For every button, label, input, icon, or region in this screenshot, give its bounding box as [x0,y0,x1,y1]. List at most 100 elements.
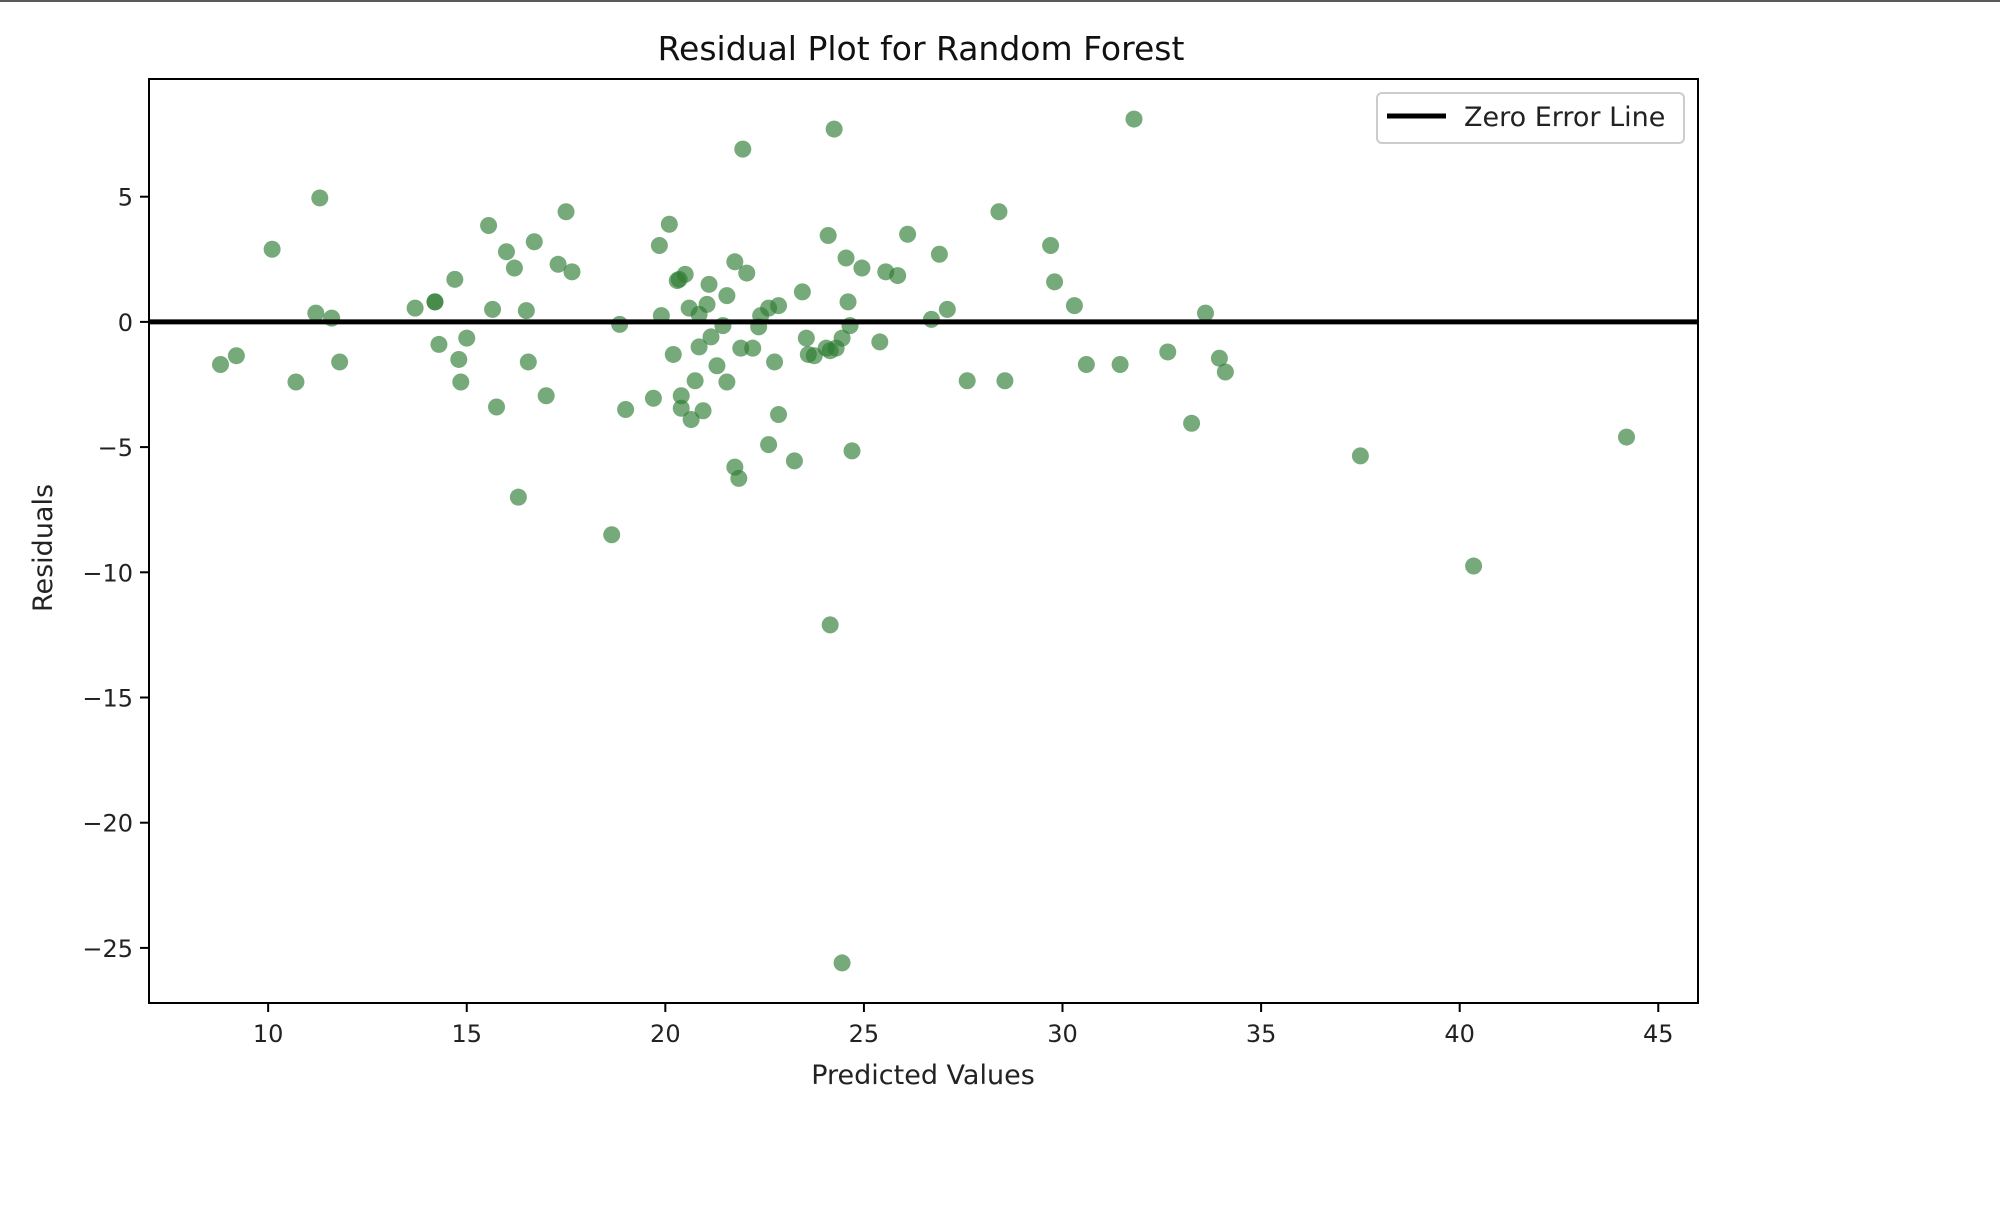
scatter-point [718,373,736,391]
scatter-point [664,345,682,363]
scatter-point [760,436,778,454]
scatter-point [843,442,861,460]
scatter-point [1210,349,1228,367]
scatter-point [505,259,523,277]
x-tick-label: 35 [1246,1020,1277,1048]
scatter-point [311,189,329,207]
scatter-point [738,264,756,282]
scatter-point [1065,297,1083,315]
y-tick-label: −20 [82,810,133,838]
legend-entry-zero-error-line: Zero Error Line [1464,102,1665,133]
scatter-point [480,216,498,234]
scatter-point [611,315,629,333]
scatter-point [694,402,712,420]
scatter-point [287,373,305,391]
scatter-point [958,372,976,390]
scatter-point [730,469,748,487]
scatter-point [227,347,245,365]
y-axis-label: Residuals [28,484,59,612]
scatter-point [452,373,470,391]
scatter-point [1465,557,1483,575]
scatter-point [996,372,1014,390]
scatter-point [644,389,662,407]
scatter-point [1111,355,1129,373]
scatter-point [603,526,621,544]
scatter-point [430,335,448,353]
scatter-point [1618,428,1636,446]
scatter-point [990,203,1008,221]
scatter-point [517,302,535,320]
scatter-point [331,353,349,371]
scatter-point [922,310,940,328]
x-tick-label: 30 [1047,1020,1078,1048]
scatter-point [549,255,567,273]
scatter-point [1077,355,1095,373]
scatter-point [488,398,506,416]
scatter-point [718,287,736,305]
y-axis-ticks: 5 0 −5 −10 −15 −20 −25 [82,184,149,963]
scatter-point [837,249,855,267]
window-top-border [0,0,2000,2]
scatter-point [889,267,907,285]
scatter-point [537,387,555,405]
scatter-point [1042,237,1060,255]
y-tick-label: −10 [82,559,133,587]
scatter-point [785,452,803,470]
scatter-point [793,283,811,301]
scatter-point [1183,414,1201,432]
scatter-point [839,293,857,311]
scatter-point [732,339,750,357]
x-tick-label: 20 [650,1020,681,1048]
scatter-point [660,215,678,233]
scatter-point [744,339,762,357]
x-tick-label: 45 [1643,1020,1674,1048]
scatter-point [484,300,502,318]
scatter-point [307,304,325,322]
scatter-point [525,233,543,251]
scatter-point [672,387,690,405]
scatter-point [819,227,837,245]
scatter-point [450,350,468,368]
scatter-point [853,259,871,277]
scatter-point [617,401,635,419]
scatter-point [563,263,581,281]
chart-title: Residual Plot for Random Forest [658,29,1185,68]
scatter-point [899,225,917,243]
y-tick-label: 0 [118,309,133,337]
scatter-point [1046,273,1064,291]
scatter-point [682,411,700,429]
scatter-point [833,954,851,972]
scatter-point [770,297,788,315]
scatter-point [509,488,527,506]
scatter-point [700,275,718,293]
plot-area-frame [148,78,1699,1004]
scatter-point [263,240,281,258]
scatter-point [930,245,948,263]
scatter-point [871,333,889,351]
x-tick-label: 25 [849,1020,880,1048]
data-points [211,110,1636,972]
scatter-point [676,265,694,283]
scatter-point [698,295,716,313]
scatter-point [797,329,815,347]
scatter-point [1125,110,1143,128]
scatter-point [519,353,537,371]
scatter-point [938,300,956,318]
x-axis-label: Predicted Values [811,1060,1035,1091]
scatter-point [770,406,788,424]
scatter-point [726,253,744,271]
scatter-point [426,293,444,311]
scatter-point [686,372,704,390]
y-tick-label: −25 [82,935,133,963]
legend-box [1376,92,1685,144]
scatter-point [446,270,464,288]
y-tick-label: −15 [82,685,133,713]
scatter-point [1196,304,1214,322]
scatter-point [702,328,720,346]
scatter-point [650,237,668,255]
scatter-point [672,399,690,417]
scatter-point [1159,343,1177,361]
scatter-point [821,616,839,634]
x-tick-label: 15 [451,1020,482,1048]
scatter-point [825,120,843,138]
